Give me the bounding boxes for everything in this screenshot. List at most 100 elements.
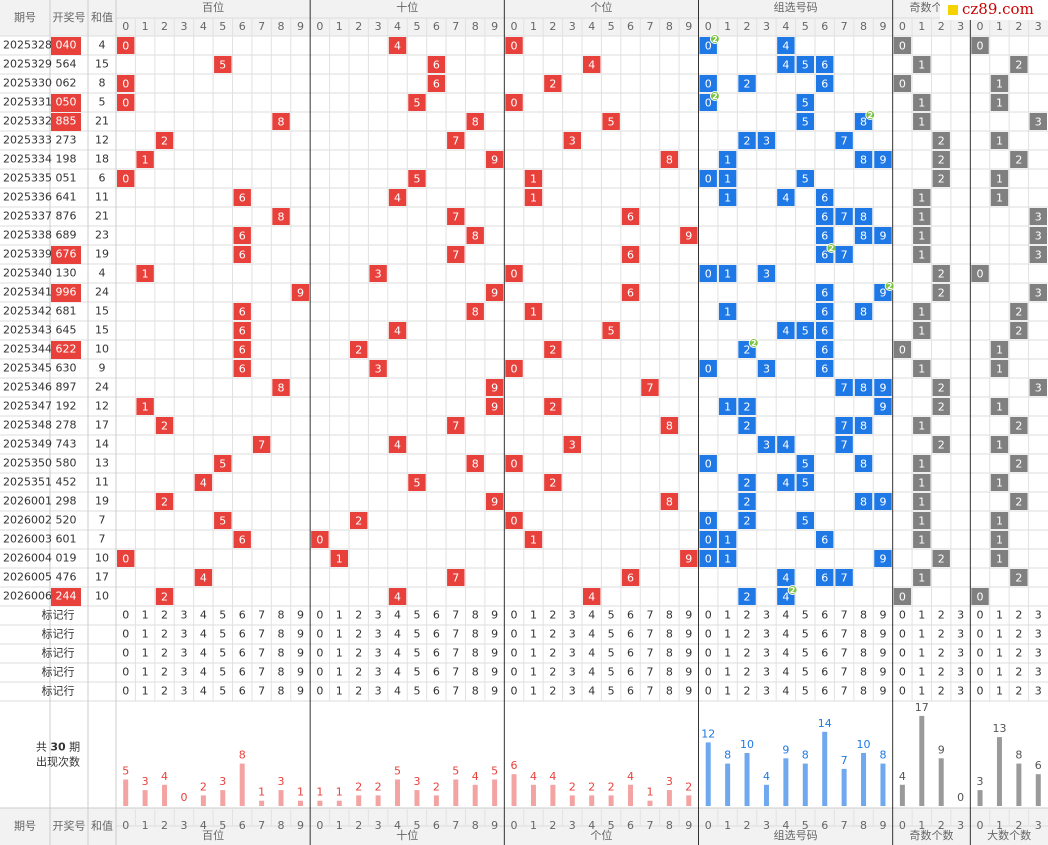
marker-digit: 5 — [219, 609, 226, 622]
digit-header: 8 — [472, 20, 479, 33]
marker-digit: 7 — [841, 609, 848, 622]
hit-cell — [466, 455, 484, 472]
hit-cell — [136, 265, 154, 282]
count-label: 0 — [957, 791, 964, 804]
marker-digit: 8 — [860, 609, 867, 622]
hit-digit: 4 — [782, 572, 789, 585]
count-bar — [589, 795, 595, 806]
digit-header: 0 — [977, 819, 984, 832]
hit-digit: 1 — [142, 268, 149, 281]
count-label: 1 — [258, 786, 265, 799]
hit-digit: 6 — [821, 249, 828, 262]
hit-cell — [854, 417, 873, 434]
issue: 2025348 — [3, 419, 52, 432]
hit-cell — [466, 227, 484, 244]
hit-digit: 1 — [724, 534, 731, 547]
hit-cell — [971, 37, 989, 54]
marker-digit: 5 — [219, 666, 226, 679]
count-label: 4 — [763, 770, 770, 783]
hit-cell — [835, 132, 853, 149]
marker-digit: 3 — [957, 628, 964, 641]
hit-cell — [1010, 151, 1028, 168]
marker-digit: 8 — [278, 628, 285, 641]
hit-cell — [408, 94, 426, 111]
hit-digit: 1 — [918, 306, 925, 319]
hit-digit: 1 — [530, 534, 537, 547]
marker-digit: 9 — [879, 628, 886, 641]
issue: 2026004 — [3, 552, 52, 565]
hit-cell — [388, 37, 407, 54]
marker-digit: 8 — [472, 666, 479, 679]
hit-digit: 0 — [705, 534, 712, 547]
digit-header: 7 — [646, 819, 653, 832]
hit-cell — [816, 208, 834, 225]
hit-digit: 2 — [161, 420, 168, 433]
hit-digit: 1 — [918, 534, 925, 547]
hit-digit: 9 — [879, 401, 886, 414]
group-header: 个位 — [590, 0, 612, 14]
marker-digit: 1 — [918, 666, 925, 679]
hit-digit: 9 — [297, 287, 304, 300]
marker-digit: 3 — [763, 666, 770, 679]
marker-digit: 8 — [472, 628, 479, 641]
marker-digit: 8 — [278, 609, 285, 622]
sum: 4 — [99, 267, 106, 280]
hit-digit: 5 — [219, 515, 226, 528]
count-label: 5 — [491, 765, 498, 778]
group-header: 十位 — [396, 828, 418, 842]
count-label: 14 — [818, 717, 832, 730]
hit-cell — [524, 531, 543, 548]
marker-digit: 7 — [646, 628, 653, 641]
group-header: 组选号码 — [774, 0, 818, 14]
marker-digit: 3 — [569, 609, 576, 622]
hit-cell — [680, 550, 698, 567]
marker-digit: 8 — [472, 609, 479, 622]
digit-header: 1 — [530, 819, 537, 832]
hit-cell — [252, 436, 271, 453]
hit-digit: 0 — [511, 363, 518, 376]
hit-digit: 1 — [918, 97, 925, 110]
hit-cell — [447, 569, 465, 586]
marker-digit: 3 — [569, 685, 576, 698]
count-label: 7 — [841, 754, 848, 767]
hit-cell — [155, 493, 174, 510]
hit-cell — [194, 474, 213, 491]
marker-digit: 8 — [472, 647, 479, 660]
hit-cell — [117, 37, 135, 54]
marker-digit: 8 — [860, 685, 867, 698]
hit-digit: 4 — [394, 192, 401, 205]
marker-digit: 0 — [705, 609, 712, 622]
marker-digit: 6 — [433, 666, 440, 679]
hit-cell — [816, 322, 834, 339]
count-bar — [666, 790, 672, 806]
marker-digit: 1 — [336, 628, 343, 641]
hit-cell — [350, 341, 368, 358]
marker-digit: 2 — [744, 666, 751, 679]
marker-digit: 7 — [841, 628, 848, 641]
hit-digit: 5 — [802, 173, 809, 186]
hit-digit: 2 — [744, 420, 751, 433]
marker-digit: 7 — [258, 666, 265, 679]
issue: 2025339 — [3, 248, 52, 261]
hit-cell — [233, 303, 251, 320]
hit-digit: 1 — [724, 154, 731, 167]
digit-header: 8 — [860, 819, 867, 832]
hit-digit: 6 — [627, 572, 634, 585]
hit-digit: 6 — [239, 192, 246, 205]
marker-digit: 2 — [549, 685, 556, 698]
hit-digit: 6 — [627, 287, 634, 300]
hit-digit: 7 — [452, 572, 459, 585]
hit-digit: 0 — [316, 534, 323, 547]
issue: 2025334 — [3, 153, 52, 166]
sum-header: 和值 — [91, 11, 113, 24]
hit-digit: 3 — [375, 268, 382, 281]
marker-digit: 4 — [588, 628, 595, 641]
hit-digit: 7 — [841, 135, 848, 148]
digit-header: 7 — [258, 819, 265, 832]
marker-digit: 4 — [394, 609, 401, 622]
hit-cell — [330, 550, 348, 567]
count-label: 3 — [142, 775, 149, 788]
hit-digit: 5 — [413, 173, 420, 186]
hit-digit: 1 — [996, 97, 1003, 110]
hit-digit: 8 — [860, 306, 867, 319]
